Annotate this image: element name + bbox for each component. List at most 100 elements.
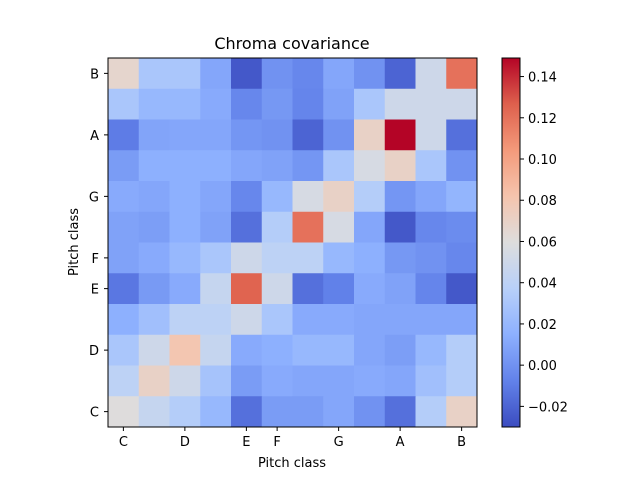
heatmap-cell — [323, 365, 355, 397]
heatmap-cell — [108, 58, 140, 90]
heatmap-cell — [292, 181, 324, 213]
x-tick-label: D — [180, 435, 190, 450]
heatmap-cell — [200, 181, 232, 213]
heatmap-cell — [415, 181, 447, 213]
heatmap-cell — [446, 150, 478, 182]
heatmap-cell — [354, 150, 386, 182]
heatmap-cell — [415, 150, 447, 182]
heatmap-cell — [354, 365, 386, 397]
heatmap-cell — [231, 396, 263, 428]
colorbar — [501, 57, 521, 428]
heatmap-cell — [354, 304, 386, 336]
heatmap-cell — [292, 211, 324, 243]
heatmap-cell — [200, 365, 232, 397]
heatmap-cell — [169, 242, 201, 274]
heatmap-cell — [108, 273, 140, 305]
heatmap-cell — [108, 396, 140, 428]
heatmap-cell — [108, 119, 140, 151]
heatmap-cell — [200, 88, 232, 120]
x-tick-label: C — [119, 435, 128, 450]
heatmap-cell — [261, 58, 293, 90]
heatmap-cell — [231, 365, 263, 397]
heatmap-cell — [354, 242, 386, 274]
heatmap-cell — [323, 304, 355, 336]
heatmap-cell — [384, 334, 416, 366]
heatmap-cell — [108, 242, 140, 274]
x-tick-label: B — [457, 435, 466, 450]
heatmap-cell — [384, 396, 416, 428]
heatmap-cell — [323, 58, 355, 90]
heatmap-cell — [138, 396, 170, 428]
heatmap-cell — [138, 242, 170, 274]
heatmap-cell — [292, 334, 324, 366]
heatmap-cell — [231, 150, 263, 182]
heatmap-cell — [354, 396, 386, 428]
heatmap-cell — [200, 304, 232, 336]
heatmap-cell — [292, 242, 324, 274]
heatmap-cell — [261, 304, 293, 336]
heatmap-cell — [292, 88, 324, 120]
heatmap-cell — [415, 334, 447, 366]
heatmap-cell — [354, 334, 386, 366]
heatmap-cell — [323, 88, 355, 120]
heatmap-cell — [231, 211, 263, 243]
heatmap-cell — [169, 181, 201, 213]
heatmap-cell — [446, 58, 478, 90]
heatmap-cell — [292, 273, 324, 305]
heatmap-cell — [138, 273, 170, 305]
colorbar-tick-label: −0.02 — [528, 400, 568, 415]
colorbar-tick-label: 0.00 — [528, 359, 557, 374]
heatmap-cell — [292, 304, 324, 336]
colorbar-tick-label: 0.08 — [528, 194, 557, 209]
heatmap-cell — [108, 304, 140, 336]
heatmap-cell — [415, 211, 447, 243]
heatmap-cell — [169, 396, 201, 428]
heatmap-cell — [138, 119, 170, 151]
colorbar-tick-label: 0.10 — [528, 153, 557, 168]
heatmap-cell — [384, 58, 416, 90]
y-axis-title: Pitch class — [67, 208, 82, 276]
colorbar-tick-label: 0.12 — [528, 112, 557, 127]
heatmap-cell — [231, 334, 263, 366]
heatmap-cell — [415, 119, 447, 151]
heatmap-cell — [446, 242, 478, 274]
heatmap-cell — [384, 181, 416, 213]
heatmap-cell — [292, 119, 324, 151]
heatmap-cell — [292, 150, 324, 182]
colorbar-tick-label: 0.04 — [528, 277, 557, 292]
heatmap-cell — [169, 58, 201, 90]
heatmap-cell — [384, 88, 416, 120]
heatmap-cell — [446, 334, 478, 366]
heatmap-cell — [261, 334, 293, 366]
heatmap-cell — [231, 181, 263, 213]
heatmap-cell — [138, 150, 170, 182]
heatmap-cell — [169, 365, 201, 397]
heatmap-cell — [323, 334, 355, 366]
heatmap-cell — [200, 58, 232, 90]
x-tick-label: F — [273, 435, 280, 450]
heatmap-cell — [169, 150, 201, 182]
heatmap-cell — [446, 181, 478, 213]
heatmap-cell — [384, 211, 416, 243]
heatmap-cell — [138, 334, 170, 366]
heatmap-cell — [384, 304, 416, 336]
heatmap-cell — [200, 211, 232, 243]
heatmap-cell — [200, 273, 232, 305]
heatmap-cell — [415, 396, 447, 428]
heatmap-cell — [169, 88, 201, 120]
heatmap-cell — [108, 88, 140, 120]
heatmap-cell — [138, 365, 170, 397]
heatmap-cell — [138, 211, 170, 243]
heatmap-cell — [261, 88, 293, 120]
y-tick-label: B — [90, 67, 99, 82]
heatmap-cell — [138, 58, 170, 90]
heatmap-cell — [261, 150, 293, 182]
heatmap-cell — [323, 396, 355, 428]
heatmap-cell — [323, 273, 355, 305]
heatmap-cell — [200, 150, 232, 182]
heatmap-cell — [415, 58, 447, 90]
heatmap-cell — [446, 211, 478, 243]
colorbar-tick-label: 0.14 — [528, 71, 557, 86]
heatmap-cell — [231, 58, 263, 90]
